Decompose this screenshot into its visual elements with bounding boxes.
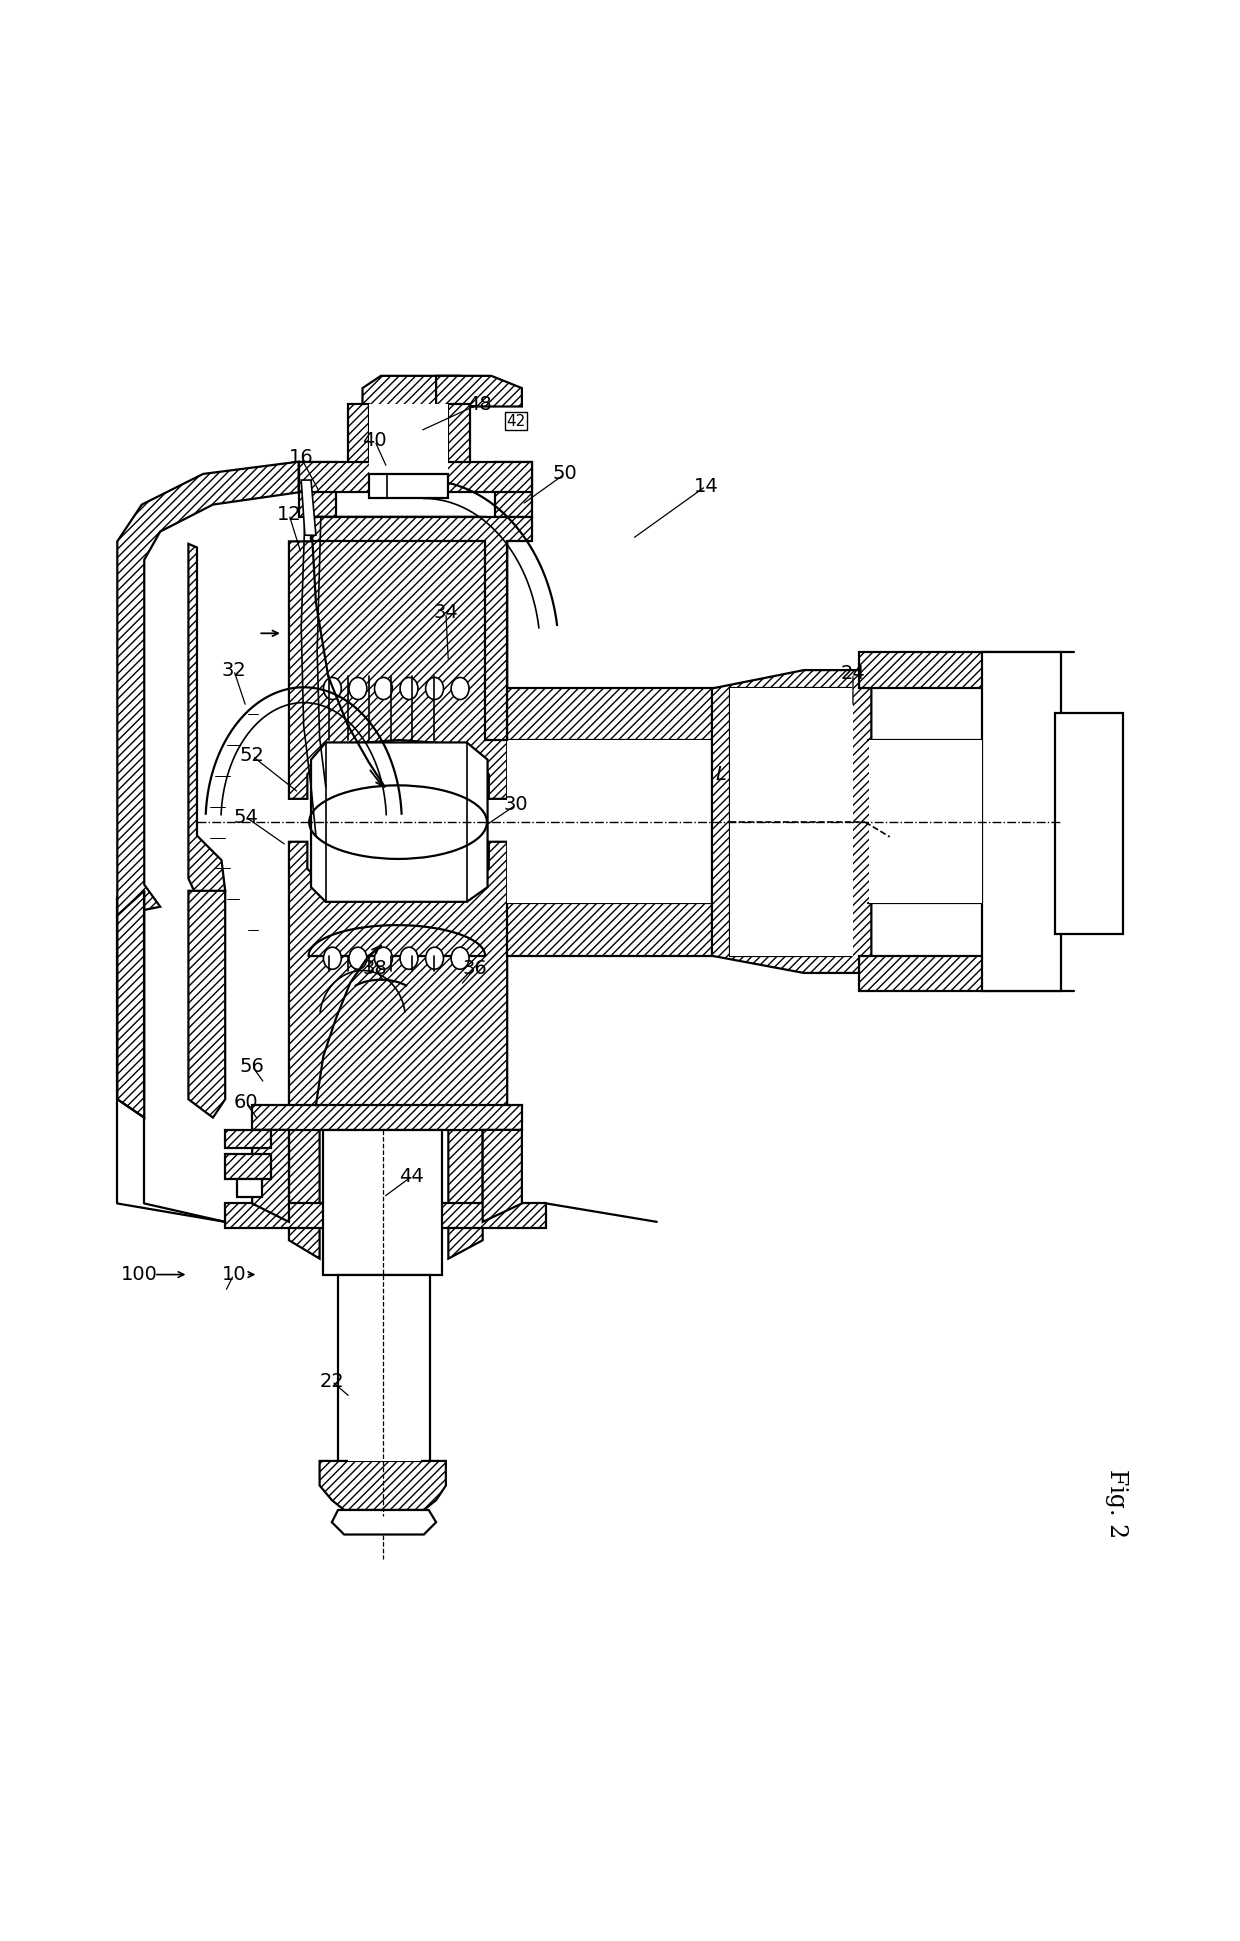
Text: 38: 38 [362, 959, 387, 978]
Polygon shape [320, 1462, 446, 1510]
Text: Fig. 2: Fig. 2 [1105, 1469, 1128, 1539]
Text: L: L [715, 765, 725, 784]
Ellipse shape [425, 677, 444, 699]
Polygon shape [299, 462, 532, 493]
Text: 48: 48 [466, 394, 491, 413]
Polygon shape [507, 903, 718, 955]
Polygon shape [495, 462, 532, 516]
Ellipse shape [324, 677, 341, 699]
Polygon shape [339, 1275, 430, 1464]
Ellipse shape [348, 677, 367, 699]
Polygon shape [859, 955, 988, 992]
Ellipse shape [425, 947, 444, 969]
Ellipse shape [374, 677, 392, 699]
Polygon shape [311, 516, 532, 740]
Polygon shape [289, 842, 507, 1130]
Polygon shape [436, 377, 522, 406]
Polygon shape [289, 516, 507, 800]
Polygon shape [252, 1130, 289, 1221]
Text: 54: 54 [233, 807, 258, 827]
Bar [368, 474, 449, 499]
Polygon shape [289, 1130, 320, 1258]
Polygon shape [324, 1130, 443, 1275]
Bar [347, 1277, 422, 1462]
Ellipse shape [401, 947, 418, 969]
Polygon shape [449, 404, 470, 479]
Text: 14: 14 [693, 477, 718, 495]
Ellipse shape [374, 947, 392, 969]
Text: 30: 30 [503, 796, 528, 815]
Polygon shape [252, 1104, 522, 1130]
Polygon shape [507, 689, 718, 740]
Polygon shape [118, 462, 299, 916]
Polygon shape [301, 479, 316, 536]
Text: 22: 22 [320, 1372, 345, 1392]
Text: 56: 56 [239, 1056, 264, 1075]
Bar [869, 740, 982, 903]
Ellipse shape [348, 947, 367, 969]
Text: 32: 32 [222, 660, 247, 679]
Polygon shape [712, 670, 872, 972]
Text: 34: 34 [434, 604, 459, 621]
Polygon shape [859, 652, 988, 689]
Polygon shape [982, 652, 1061, 992]
Polygon shape [299, 462, 336, 516]
Polygon shape [311, 743, 487, 903]
Polygon shape [237, 1178, 262, 1198]
Polygon shape [482, 1130, 522, 1221]
Polygon shape [188, 891, 226, 1118]
Text: 42: 42 [506, 413, 526, 429]
Polygon shape [347, 404, 368, 479]
Polygon shape [226, 1203, 547, 1229]
Text: 24: 24 [841, 664, 866, 683]
Text: 12: 12 [277, 505, 301, 524]
Bar [507, 740, 718, 903]
Ellipse shape [309, 786, 487, 858]
Text: 10: 10 [222, 1266, 246, 1285]
Ellipse shape [451, 947, 469, 969]
Text: 16: 16 [289, 448, 314, 468]
Text: 50: 50 [553, 464, 577, 483]
Text: 44: 44 [399, 1167, 424, 1186]
Bar [730, 689, 853, 955]
Polygon shape [449, 1130, 482, 1258]
Text: 40: 40 [362, 431, 387, 450]
Bar [1055, 712, 1122, 934]
Polygon shape [332, 1510, 436, 1535]
Ellipse shape [401, 677, 418, 699]
Ellipse shape [324, 947, 341, 969]
Text: 36: 36 [463, 959, 487, 978]
Polygon shape [362, 377, 472, 406]
Polygon shape [188, 543, 226, 897]
Polygon shape [118, 891, 144, 1118]
Text: 100: 100 [122, 1266, 157, 1285]
Text: 60: 60 [233, 1093, 258, 1112]
Bar [368, 404, 449, 479]
Polygon shape [226, 1155, 270, 1178]
Polygon shape [226, 1130, 270, 1149]
Ellipse shape [451, 677, 469, 699]
Text: 52: 52 [239, 747, 264, 765]
